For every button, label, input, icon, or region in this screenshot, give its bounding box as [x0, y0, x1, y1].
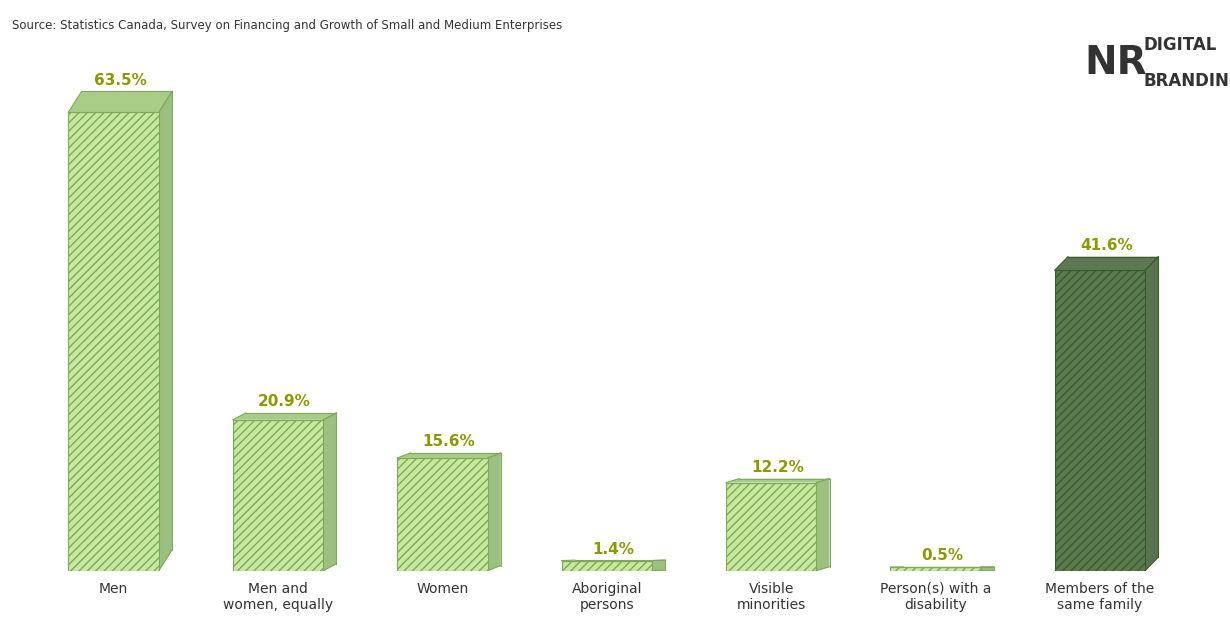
- Text: 41.6%: 41.6%: [1080, 238, 1133, 253]
- Text: BRANDING: BRANDING: [1144, 71, 1230, 90]
- Bar: [397, 458, 487, 571]
- Text: 15.6%: 15.6%: [423, 435, 475, 450]
- Bar: [232, 419, 323, 571]
- Polygon shape: [980, 567, 994, 571]
- Text: 12.2%: 12.2%: [752, 460, 804, 475]
- Text: DIGITAL: DIGITAL: [1144, 36, 1218, 54]
- Polygon shape: [159, 92, 172, 571]
- Polygon shape: [397, 453, 501, 458]
- Polygon shape: [1145, 256, 1159, 571]
- Polygon shape: [726, 478, 829, 483]
- Polygon shape: [69, 92, 172, 112]
- Polygon shape: [1055, 256, 1159, 270]
- Bar: [726, 483, 817, 571]
- Bar: [1055, 270, 1145, 571]
- Bar: [69, 112, 159, 571]
- Text: 63.5%: 63.5%: [93, 73, 146, 88]
- Polygon shape: [652, 560, 665, 571]
- Bar: [32, 571, 1230, 581]
- Text: 1.4%: 1.4%: [593, 542, 635, 557]
- Text: Source: Statistics Canada, Survey on Financing and Growth of Small and Medium En: Source: Statistics Canada, Survey on Fin…: [12, 19, 562, 32]
- Polygon shape: [232, 413, 336, 419]
- Bar: [562, 561, 652, 571]
- Bar: [891, 567, 980, 571]
- Polygon shape: [323, 413, 336, 571]
- Text: 0.5%: 0.5%: [921, 548, 963, 563]
- Text: NR: NR: [1085, 44, 1148, 82]
- Text: 20.9%: 20.9%: [258, 394, 311, 409]
- Polygon shape: [487, 453, 501, 571]
- Polygon shape: [817, 478, 829, 571]
